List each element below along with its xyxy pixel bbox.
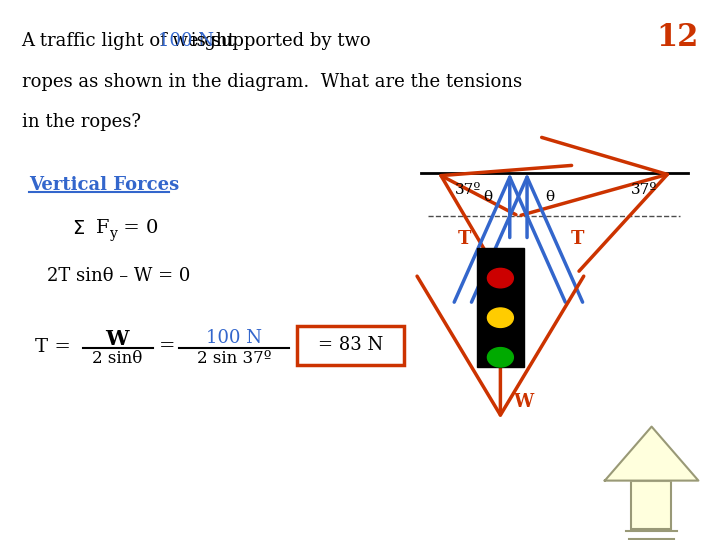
Text: θ: θ (545, 190, 554, 204)
Circle shape (487, 348, 513, 367)
Circle shape (487, 268, 513, 288)
Text: 100 N: 100 N (206, 329, 262, 347)
Circle shape (487, 308, 513, 327)
Text: 2 sin 37º: 2 sin 37º (197, 350, 271, 367)
Text: 37º: 37º (455, 183, 481, 197)
Text: 37º: 37º (631, 183, 657, 197)
Text: F: F (96, 219, 109, 237)
Bar (631, 481, 671, 529)
Text: = 0: = 0 (117, 219, 158, 237)
Text: W: W (513, 393, 534, 411)
Text: $\Sigma$: $\Sigma$ (72, 219, 85, 238)
Text: 2T sinθ – W = 0: 2T sinθ – W = 0 (47, 267, 190, 285)
Text: 2 sinθ: 2 sinθ (92, 350, 143, 367)
Text: W: W (106, 329, 129, 349)
Text: ropes as shown in the diagram.  What are the tensions: ropes as shown in the diagram. What are … (22, 73, 522, 91)
Polygon shape (605, 427, 698, 481)
Text: T: T (458, 230, 471, 247)
Text: T =: T = (35, 338, 77, 355)
Text: y: y (110, 227, 118, 241)
Text: 12: 12 (656, 22, 698, 52)
Text: T: T (571, 230, 584, 247)
Text: = 83 N: = 83 N (318, 336, 383, 354)
Text: θ: θ (483, 190, 492, 204)
Bar (297, 326, 404, 365)
Text: =: = (158, 338, 175, 355)
Text: A traffic light of weight: A traffic light of weight (22, 32, 241, 50)
Text: Vertical Forces: Vertical Forces (29, 176, 179, 193)
Text: 100 N: 100 N (158, 32, 215, 50)
Text: in the ropes?: in the ropes? (22, 113, 140, 131)
Text: is supported by two: is supported by two (184, 32, 370, 50)
Bar (477, 248, 524, 367)
